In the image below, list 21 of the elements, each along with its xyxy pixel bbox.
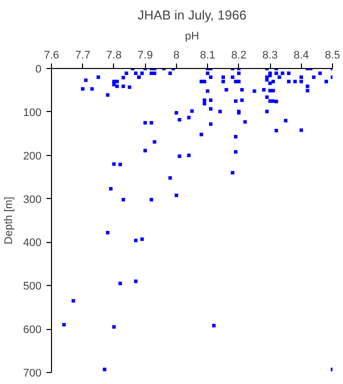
y-tick-label: 200 [23, 150, 42, 162]
x-tick-label: 8.5 [324, 50, 340, 62]
x-tick-label: 8.2 [231, 50, 246, 62]
x-tick-label: 7.6 [44, 50, 60, 62]
x-tick-label: 8.4 [294, 50, 309, 62]
y-tick-label: 700 [23, 368, 42, 380]
x-tick-label: 7.9 [138, 50, 153, 62]
y-tick-label: 500 [23, 280, 42, 293]
x-tick-label: 7.7 [75, 50, 90, 62]
y-tick-label: 600 [23, 324, 42, 336]
y-tick-label: 300 [23, 194, 42, 206]
y-axis-title: Depth [m] [3, 196, 16, 244]
y-tick-label: 400 [23, 237, 42, 250]
y-tick-label: 0 [35, 64, 42, 76]
x-tick-label: 7.8 [106, 50, 122, 62]
x-tick-label: 8 [173, 50, 180, 62]
x-axis-title: pH [184, 30, 200, 42]
x-tick-label: 8.1 [200, 50, 216, 62]
chart-title: JHAB in July, 1966 [138, 8, 246, 22]
x-tick-label: 8.3 [262, 50, 278, 62]
y-tick-label: 100 [23, 106, 42, 119]
